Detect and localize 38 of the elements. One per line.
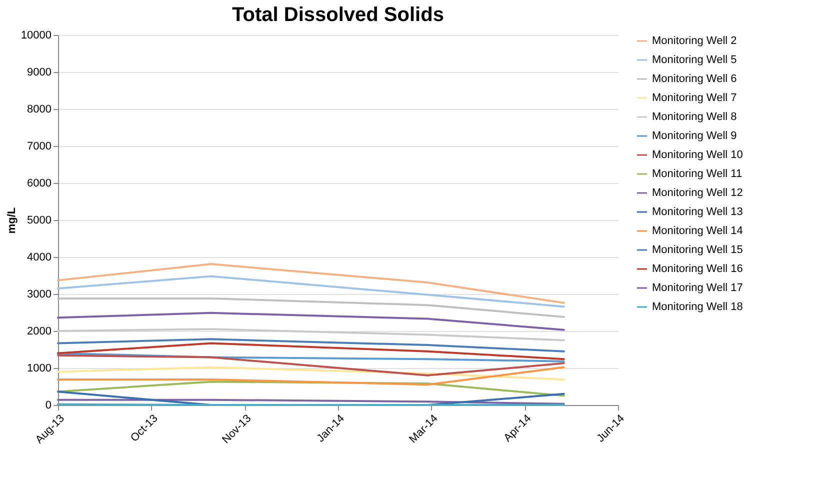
legend-label: Monitoring Well 10 <box>652 149 743 161</box>
y-tick-label: 10000 <box>20 30 52 42</box>
line-series <box>57 352 565 362</box>
line-series <box>57 366 565 380</box>
line-series <box>57 338 565 352</box>
legend-label: Monitoring Well 15 <box>652 244 743 256</box>
line-series <box>57 275 565 308</box>
legend-label: Monitoring Well 8 <box>652 111 737 123</box>
legend-label: Monitoring Well 6 <box>652 73 737 85</box>
y-axis-title: mg/L <box>6 207 18 234</box>
line-series <box>57 380 565 397</box>
y-tick-label: 3000 <box>27 288 52 300</box>
legend-label: Monitoring Well 7 <box>652 92 737 104</box>
legend-label: Monitoring Well 18 <box>652 301 743 313</box>
legend-label: Monitoring Well 13 <box>652 206 743 218</box>
legend-label: Monitoring Well 12 <box>652 187 743 199</box>
y-tick-label: 0 <box>45 400 52 412</box>
legend-label: Monitoring Well 5 <box>652 54 737 66</box>
y-tick-label: 5000 <box>27 214 52 226</box>
line-series <box>57 312 565 331</box>
legend-label: Monitoring Well 17 <box>652 282 743 294</box>
y-tick-label: 8000 <box>27 104 52 116</box>
chart-title: Total Dissolved Solids <box>232 4 444 26</box>
y-tick-label: 1000 <box>27 362 52 374</box>
y-tick-label: 7000 <box>27 140 52 152</box>
line-series <box>57 328 565 342</box>
y-tick-label: 4000 <box>27 252 52 264</box>
legend-label: Monitoring Well 11 <box>652 168 742 180</box>
legend-label: Monitoring Well 16 <box>652 263 743 275</box>
line-series <box>57 354 565 376</box>
y-tick-label: 2000 <box>27 326 52 338</box>
y-tick-label: 6000 <box>27 178 52 190</box>
line-series <box>57 342 565 360</box>
legend-label: Monitoring Well 14 <box>652 225 743 237</box>
legend-label: Monitoring Well 9 <box>652 130 737 142</box>
line-series <box>57 263 565 304</box>
legend-label: Monitoring Well 2 <box>652 35 737 47</box>
y-tick-label: 9000 <box>27 66 52 78</box>
